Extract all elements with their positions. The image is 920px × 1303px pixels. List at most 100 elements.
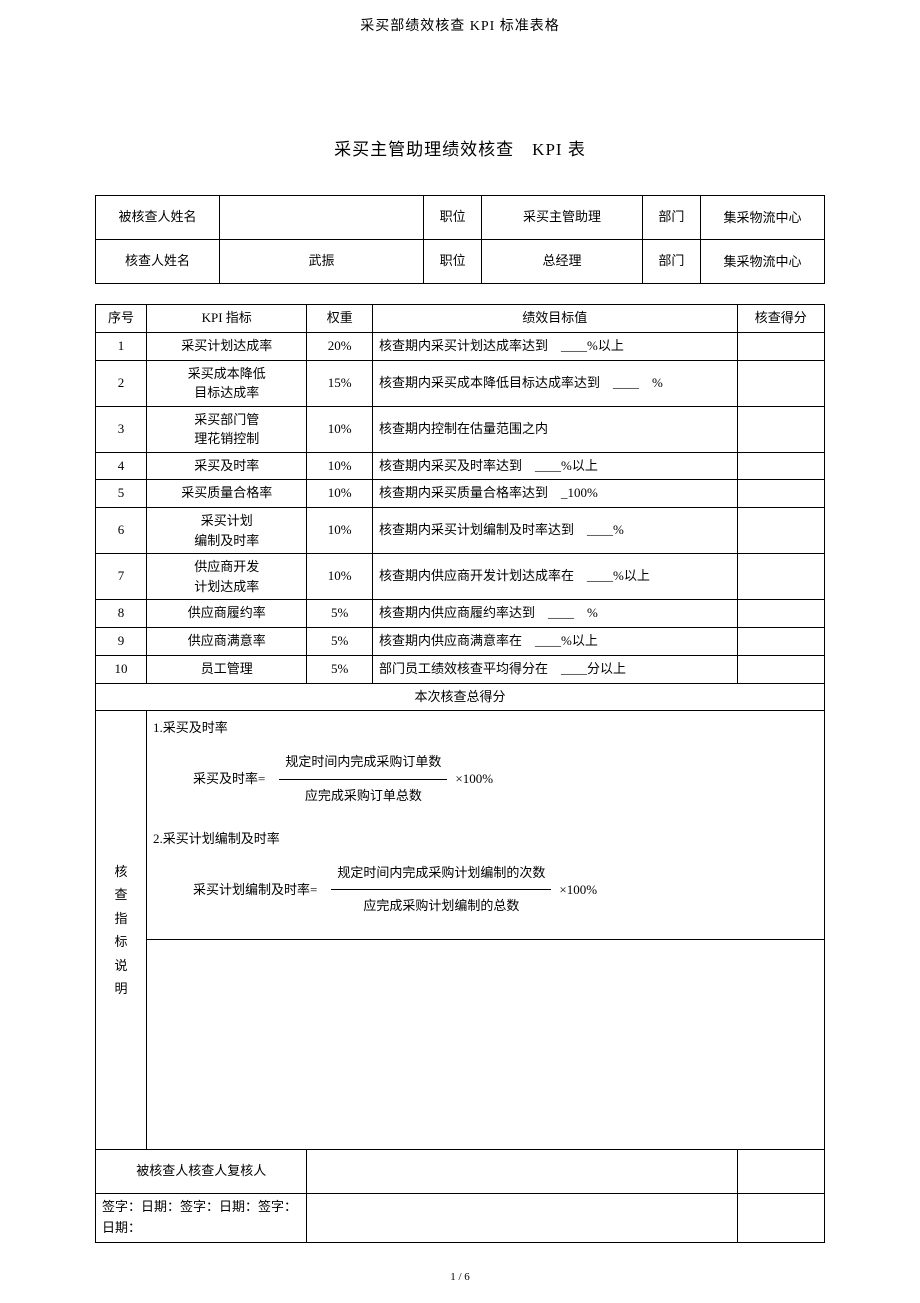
cell-no: 8 — [96, 600, 147, 628]
cell-no: 9 — [96, 627, 147, 655]
f1-suffix: ×100% — [455, 765, 493, 794]
empty-row — [96, 939, 825, 1149]
explain-label-text: 核查指标说明 — [102, 860, 140, 1000]
cell-name: 采买部门管理花销控制 — [147, 406, 307, 452]
f2-top: 规定时间内完成采购计划编制的次数 — [331, 859, 551, 891]
total-label: 本次核查总得分 — [96, 683, 825, 711]
line2: 目标达成率 — [194, 385, 259, 400]
cell-name: 员工管理 — [147, 655, 307, 683]
line1: 采买计划 — [201, 513, 253, 528]
line2: 计划达成率 — [194, 579, 259, 594]
cell-name: 采买成本降低目标达成率 — [147, 360, 307, 406]
explain-row: 核查指标说明 1.采买及时率 采买及时率= 规定时间内完成采购订单数 应完成采购… — [96, 711, 825, 940]
cell-score — [737, 480, 824, 508]
table-row: 9 供应商满意率 5% 核查期内供应商满意率在 ____%以上 — [96, 627, 825, 655]
cell-weight: 20% — [307, 332, 373, 360]
sig-fields: 签字：日期：签字：日期：签字：日期： — [96, 1193, 307, 1242]
col-weight: 权重 — [307, 305, 373, 333]
cell-target: 核查期内采买计划达成率达到 ____%以上 — [373, 332, 738, 360]
cell-score — [737, 360, 824, 406]
cell-target: 核查期内供应商满意率在 ____%以上 — [373, 627, 738, 655]
table-row: 4 采买及时率 10% 核查期内采买及时率达到 ____%以上 — [96, 452, 825, 480]
cell-name: 供应商满意率 — [147, 627, 307, 655]
label-dept2: 部门 — [642, 240, 700, 284]
signature-row: 签字：日期：签字：日期：签字：日期： — [96, 1193, 825, 1242]
sig-empty3 — [307, 1193, 737, 1242]
kpi-table: 序号 KPI 指标 权重 绩效目标值 核查得分 1 采买计划达成率 20% 核查… — [95, 304, 825, 1243]
cell-name: 供应商开发计划达成率 — [147, 554, 307, 600]
cell-weight: 10% — [307, 406, 373, 452]
cell-score — [737, 452, 824, 480]
cell-name: 采买计划达成率 — [147, 332, 307, 360]
line1: 采买成本降低 — [188, 366, 266, 381]
f2-suffix: ×100% — [559, 876, 597, 905]
cell-score — [737, 332, 824, 360]
cell-no: 5 — [96, 480, 147, 508]
col-score: 核查得分 — [737, 305, 824, 333]
line1: 采买部门管 — [194, 412, 259, 427]
cell-weight: 10% — [307, 480, 373, 508]
cell-weight: 10% — [307, 452, 373, 480]
cell-target: 核查期内供应商履约率达到 ____ % — [373, 600, 738, 628]
cell-target: 核查期内供应商开发计划达成率在 ____%以上 — [373, 554, 738, 600]
table-row: 3 采买部门管理花销控制 10% 核查期内控制在估量范围之内 — [96, 406, 825, 452]
cell-score — [737, 627, 824, 655]
col-name: KPI 指标 — [147, 305, 307, 333]
cell-name: 采买及时率 — [147, 452, 307, 480]
cell-no: 4 — [96, 452, 147, 480]
table-row: 6 采买计划编制及时率 10% 核查期内采买计划编制及时率达到 ____% — [96, 508, 825, 554]
table-row: 8 供应商履约率 5% 核查期内供应商履约率达到 ____ % — [96, 600, 825, 628]
cell-weight: 10% — [307, 554, 373, 600]
cell-no: 3 — [96, 406, 147, 452]
cell-weight: 5% — [307, 655, 373, 683]
cell-no: 7 — [96, 554, 147, 600]
label-position: 职位 — [424, 196, 482, 240]
sig-empty1 — [307, 1149, 737, 1193]
explain-label: 核查指标说明 — [96, 711, 147, 1150]
f1-bot: 应完成采购订单总数 — [299, 780, 428, 811]
document-title: 采买主管助理绩效核查 KPI 表 — [0, 135, 920, 160]
page-number: 1 / 6 — [0, 1271, 920, 1283]
col-no: 序号 — [96, 305, 147, 333]
sig-labels: 被核查人核查人复核人 — [96, 1149, 307, 1193]
cell-name: 供应商履约率 — [147, 600, 307, 628]
line2: 编制及时率 — [194, 533, 259, 548]
f2-label: 采买计划编制及时率= — [193, 876, 317, 905]
formula-1: 采买及时率= 规定时间内完成采购订单数 应完成采购订单总数 ×100% — [193, 748, 818, 810]
cell-no: 2 — [96, 360, 147, 406]
value-examiner-name: 武振 — [219, 240, 423, 284]
label-dept: 部门 — [642, 196, 700, 240]
sig-empty2 — [737, 1149, 824, 1193]
explain-content: 1.采买及时率 采买及时率= 规定时间内完成采购订单数 应完成采购订单总数 ×1… — [147, 711, 825, 940]
label-position2: 职位 — [424, 240, 482, 284]
cell-score — [737, 508, 824, 554]
cell-target: 核查期内采买计划编制及时率达到 ____% — [373, 508, 738, 554]
page-header: 采买部绩效核查 KPI 标准表格 — [0, 0, 920, 35]
cell-weight: 5% — [307, 627, 373, 655]
value-position2: 总经理 — [482, 240, 642, 284]
f1-top: 规定时间内完成采购订单数 — [279, 748, 447, 780]
sig-empty4 — [737, 1193, 824, 1242]
cell-no: 6 — [96, 508, 147, 554]
f1-label: 采买及时率= — [193, 765, 265, 794]
signature-header-row: 被核查人核查人复核人 — [96, 1149, 825, 1193]
cell-target: 核查期内采买质量合格率达到 _100% — [373, 480, 738, 508]
cell-name: 采买质量合格率 — [147, 480, 307, 508]
explain-item2: 2.采买计划编制及时率 — [153, 825, 818, 854]
cell-no: 10 — [96, 655, 147, 683]
cell-no: 1 — [96, 332, 147, 360]
cell-weight: 15% — [307, 360, 373, 406]
info-table: 被核查人姓名 职位 采买主管助理 部门 集采物流中心 核查人姓名 武振 职位 总… — [95, 195, 825, 284]
cell-target: 核查期内采买成本降低目标达成率达到 ____ % — [373, 360, 738, 406]
formula-2: 采买计划编制及时率= 规定时间内完成采购计划编制的次数 应完成采购计划编制的总数… — [193, 859, 818, 921]
explain-item1: 1.采买及时率 — [153, 714, 818, 743]
table-row: 5 采买质量合格率 10% 核查期内采买质量合格率达到 _100% — [96, 480, 825, 508]
cell-name: 采买计划编制及时率 — [147, 508, 307, 554]
col-target: 绩效目标值 — [373, 305, 738, 333]
value-dept2: 集采物流中心 — [701, 240, 825, 284]
table-row: 7 供应商开发计划达成率 10% 核查期内供应商开发计划达成率在 ____%以上 — [96, 554, 825, 600]
cell-weight: 10% — [307, 508, 373, 554]
f2-bot: 应完成采购计划编制的总数 — [357, 890, 525, 921]
fraction-icon: 规定时间内完成采购计划编制的次数 应完成采购计划编制的总数 — [331, 859, 551, 921]
table-row: 1 采买计划达成率 20% 核查期内采买计划达成率达到 ____%以上 — [96, 332, 825, 360]
